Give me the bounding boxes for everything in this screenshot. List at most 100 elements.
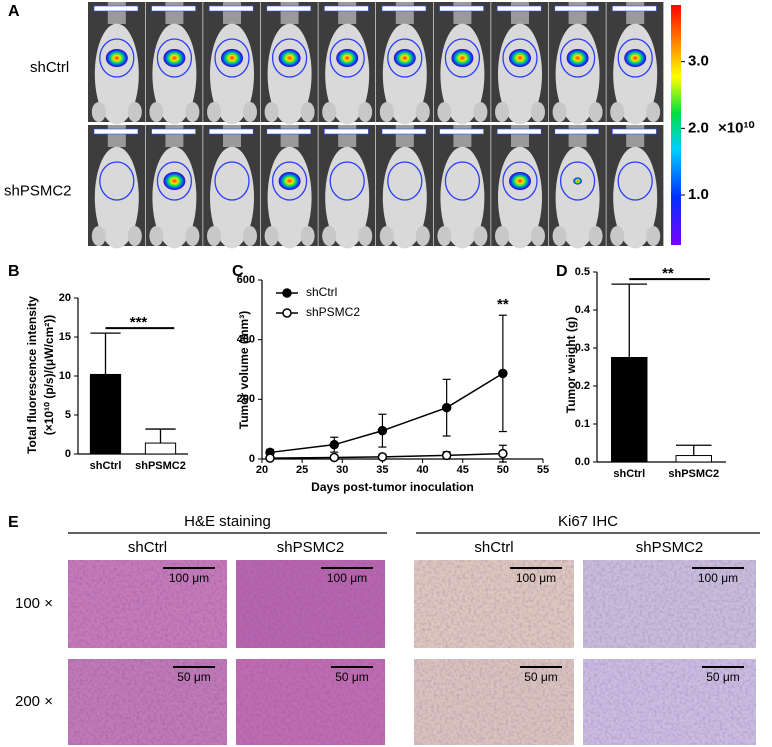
holder xyxy=(626,2,645,24)
y-tick-label: 0.3 xyxy=(575,342,590,354)
y-axis-label: Tumor weight (g) xyxy=(564,317,578,413)
roi-label xyxy=(208,128,254,135)
y-tick-label: 0.4 xyxy=(575,304,591,316)
y-axis-label: (×10¹⁰ (p/s)/(μW/cm²)) xyxy=(42,315,56,436)
bar xyxy=(89,373,122,455)
mouse-leg xyxy=(437,102,452,122)
mouse-leg xyxy=(531,226,545,246)
roi xyxy=(502,38,538,78)
holder xyxy=(107,125,126,147)
holder xyxy=(338,2,357,24)
mouse-body xyxy=(555,23,600,125)
legend-label: shCtrl xyxy=(306,285,337,299)
scale-bar-label: 100 μm xyxy=(698,571,738,585)
marker xyxy=(265,453,275,463)
mouse-body xyxy=(94,23,139,125)
micrograph-texture xyxy=(414,659,574,745)
mouse-body xyxy=(440,146,485,249)
mouse-leg xyxy=(127,226,142,246)
roi-label xyxy=(324,5,369,12)
y-tick-label: 5 xyxy=(65,409,71,421)
mouse-leg xyxy=(149,226,164,246)
scale-bar-label: 100 μm xyxy=(169,571,209,585)
scale-bar-label: 100 μm xyxy=(327,571,367,585)
signal xyxy=(163,172,186,190)
y-tick-label: 0.0 xyxy=(575,456,590,468)
mouse-leg xyxy=(531,102,545,122)
roi xyxy=(99,38,135,78)
panel-label: A xyxy=(8,3,20,20)
mouse-body xyxy=(382,23,427,125)
column-label: shCtrl xyxy=(474,539,513,556)
roi xyxy=(156,38,193,78)
scale-bar-label: 50 μm xyxy=(335,670,369,684)
x-tick-label: 25 xyxy=(296,464,308,476)
roi-label xyxy=(151,5,196,12)
signal xyxy=(221,49,243,67)
roi-label xyxy=(496,5,542,12)
mouse-leg xyxy=(358,226,373,246)
panel-label: C xyxy=(232,263,244,280)
roi-label xyxy=(612,128,657,135)
mouse-leg xyxy=(149,102,164,122)
mouse-leg xyxy=(300,226,315,246)
roi xyxy=(214,161,250,201)
roi xyxy=(502,161,538,201)
roi xyxy=(99,161,135,201)
x-tick-label: 55 xyxy=(537,464,549,476)
x-tick-label: 30 xyxy=(336,464,348,476)
mouse-body xyxy=(498,23,542,125)
holder xyxy=(395,125,414,147)
roi xyxy=(617,38,653,78)
mouse-body xyxy=(613,23,658,125)
bar xyxy=(611,357,648,463)
x-tick-label: 45 xyxy=(457,464,469,476)
x-tick-label: 20 xyxy=(256,464,268,476)
roi xyxy=(617,161,653,201)
signal xyxy=(451,49,474,67)
roi xyxy=(444,161,481,201)
holder xyxy=(223,125,241,147)
scale-bar-label: 100 μm xyxy=(516,571,556,585)
holder xyxy=(568,2,587,24)
signal xyxy=(278,49,301,67)
roi xyxy=(559,38,596,78)
panel-label: D xyxy=(556,263,568,280)
panel-e: E H&E staining shCtrl shPSMC2 Ki67 IHC shCtrl… xyxy=(8,513,760,745)
holder xyxy=(165,125,184,147)
annotation: ** xyxy=(662,265,674,282)
roi-label xyxy=(612,5,657,12)
legend-marker xyxy=(282,308,292,318)
roi-label xyxy=(439,128,484,135)
x-tick-label: shCtrl xyxy=(613,468,645,480)
roi-label xyxy=(554,5,600,12)
mouse-body xyxy=(267,23,312,125)
holder xyxy=(395,2,414,24)
marker xyxy=(441,450,452,461)
holder xyxy=(223,2,241,24)
roi-label xyxy=(554,128,600,135)
mouse-leg xyxy=(473,102,488,122)
signal xyxy=(624,49,647,67)
row-label: shPSMC2 xyxy=(4,182,72,199)
mouse-leg xyxy=(322,102,337,122)
mouse-body xyxy=(440,23,485,125)
y-tick-label: 0.1 xyxy=(575,418,590,430)
holder xyxy=(568,125,587,147)
marker xyxy=(498,368,508,379)
mouse-leg xyxy=(415,226,430,246)
mouse-leg xyxy=(552,102,567,122)
signal xyxy=(573,177,582,185)
roi xyxy=(329,38,365,78)
mouse-leg xyxy=(185,102,200,122)
x-axis-label: Days post-tumor inoculation xyxy=(311,480,474,494)
y-tick-label: 400 xyxy=(237,334,255,346)
mouse-body xyxy=(325,23,370,125)
row-label: shCtrl xyxy=(30,59,69,76)
legend-label: shPSMC2 xyxy=(306,305,360,319)
mouse-leg xyxy=(264,102,279,122)
mouse-leg xyxy=(646,226,661,246)
roi xyxy=(156,161,193,201)
signal xyxy=(566,49,589,67)
